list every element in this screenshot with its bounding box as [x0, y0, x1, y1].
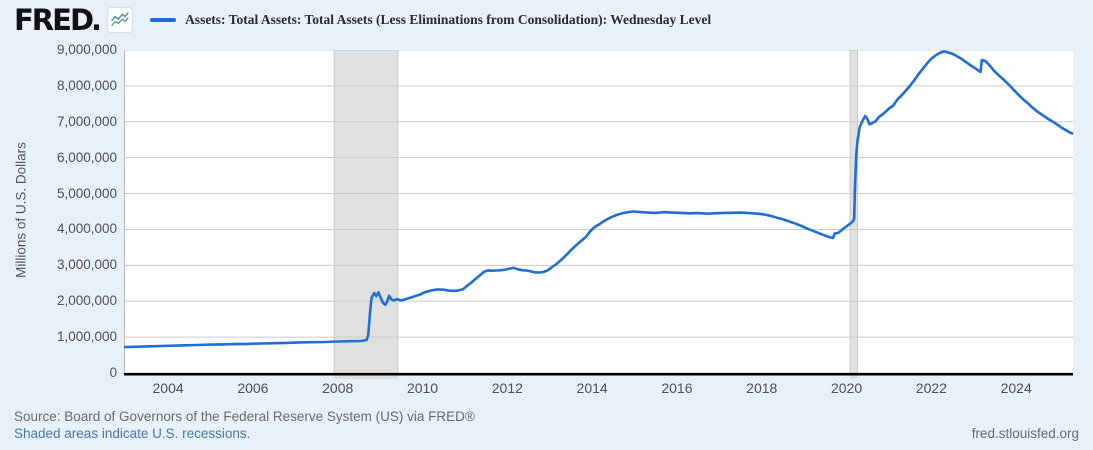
x-tick-label: 2020 — [830, 380, 863, 396]
fred-site-text: fred.stlouisfed.org — [971, 426, 1079, 441]
plot-background — [124, 50, 1073, 373]
fred-logo-dot: . — [91, 2, 103, 37]
source-note: Source: Board of Governors of the Federa… — [14, 409, 475, 424]
y-tick-label: 7,000,000 — [56, 113, 117, 129]
x-tick-label: 2008 — [322, 380, 354, 396]
x-tick-label: 2012 — [491, 380, 523, 396]
recession-note-link[interactable]: Shaded areas indicate U.S. recessions. — [14, 426, 251, 441]
y-tick-label: 2,000,000 — [56, 293, 117, 309]
y-axis-labels: 0 1,000,000 2,000,000 3,000,000 4,000,000 5,0… — [0, 42, 117, 380]
x-tick-label: 2022 — [915, 380, 947, 396]
recession-band — [334, 50, 398, 379]
x-tick-label: 2018 — [746, 380, 778, 396]
y-tick-label: 1,000,000 — [56, 329, 117, 345]
x-tick-label: 2006 — [237, 380, 269, 396]
x-tick-label: 2010 — [406, 380, 439, 396]
chart-header: FRED. Assets: Total Assets: Total Assets… — [14, 4, 711, 36]
x-tick-label: 2014 — [576, 380, 608, 396]
x-tick-label: 2024 — [1000, 380, 1032, 396]
legend-line-swatch — [150, 18, 177, 22]
y-tick-label: 6,000,000 — [56, 149, 117, 165]
y-tick-label: 3,000,000 — [56, 257, 117, 273]
y-tick-label: 8,000,000 — [56, 77, 117, 93]
y-tick-label: 9,000,000 — [56, 42, 117, 57]
x-tick-label: 2004 — [152, 380, 184, 396]
x-tick-label: 2016 — [661, 380, 693, 396]
chart-plot-area[interactable] — [124, 50, 1073, 380]
data-line — [124, 50, 1073, 349]
fred-logo-text: FRED — [14, 2, 94, 37]
x-axis-labels: 2004 2006 2008 2010 2012 2014 2016 2018 2020 2022… — [124, 380, 1073, 398]
fred-logo: FRED. — [14, 2, 103, 37]
y-tick-label: 4,000,000 — [56, 221, 117, 237]
y-tick-label: 5,000,000 — [56, 185, 117, 201]
fred-sparkline-icon — [107, 7, 134, 33]
series-title: Assets: Total Assets: Total Assets (Less… — [185, 12, 712, 27]
y-tick-label: 0 — [109, 365, 117, 380]
